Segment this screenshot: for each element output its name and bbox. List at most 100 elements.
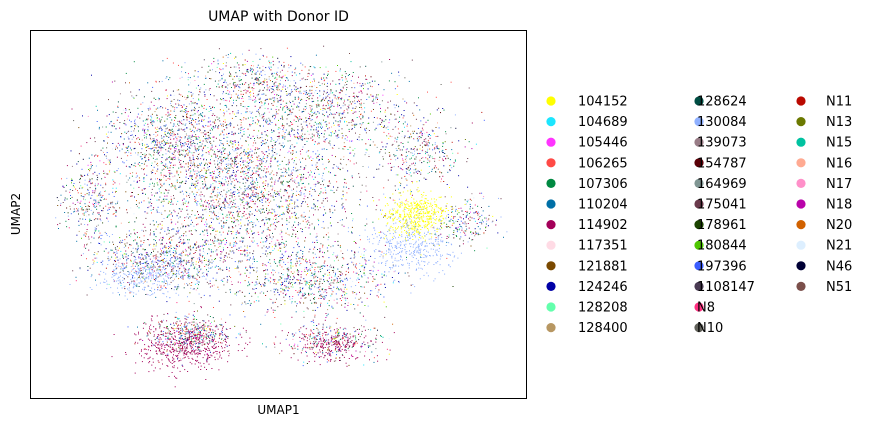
scatter-point [291, 196, 293, 198]
scatter-point [340, 163, 342, 165]
scatter-point [281, 218, 283, 220]
scatter-point [161, 142, 163, 144]
scatter-point [143, 134, 145, 136]
scatter-point [199, 255, 201, 257]
scatter-point [261, 161, 263, 163]
scatter-point [189, 172, 191, 174]
scatter-point [288, 64, 290, 66]
scatter-point [134, 125, 136, 127]
scatter-point [179, 150, 181, 152]
scatter-point [244, 185, 246, 187]
scatter-point [327, 101, 328, 103]
scatter-point [176, 172, 178, 174]
scatter-point [229, 244, 231, 246]
scatter-point [196, 224, 198, 226]
scatter-point [275, 109, 277, 111]
scatter-point [184, 154, 186, 156]
scatter-point [329, 172, 331, 174]
scatter-point [192, 158, 194, 160]
scatter-point [170, 213, 172, 215]
scatter-point [229, 198, 231, 200]
scatter-point [258, 121, 259, 123]
scatter-point [171, 128, 173, 130]
scatter-point [354, 97, 356, 99]
scatter-point [282, 118, 284, 120]
scatter-point [193, 253, 195, 254]
scatter-point [246, 245, 248, 247]
scatter-point [316, 131, 318, 133]
scatter-point [314, 85, 316, 87]
scatter-point [293, 103, 295, 105]
scatter-point [421, 133, 423, 135]
scatter-point [435, 167, 437, 169]
scatter-point [163, 183, 165, 185]
scatter-point [260, 256, 262, 258]
scatter-point [187, 239, 189, 241]
scatter-point [281, 205, 283, 207]
scatter-point [311, 111, 313, 113]
scatter-point [97, 155, 99, 156]
scatter-point [225, 196, 227, 198]
scatter-point [223, 129, 225, 131]
scatter-point [263, 125, 264, 127]
scatter-point [274, 222, 276, 224]
scatter-point [336, 165, 337, 167]
scatter-point [419, 138, 421, 140]
scatter-point [418, 180, 420, 182]
scatter-point [154, 195, 155, 197]
scatter-point [439, 151, 440, 153]
scatter-point [217, 160, 218, 162]
scatter-point [181, 204, 183, 206]
scatter-point [168, 200, 170, 202]
scatter-point [449, 159, 451, 161]
scatter-point [398, 75, 400, 77]
scatter-point [210, 94, 211, 96]
scatter-point [261, 159, 263, 161]
scatter-point [111, 125, 113, 127]
scatter-point [235, 174, 237, 175]
scatter-point [296, 252, 298, 254]
scatter-point [397, 85, 399, 87]
scatter-point [258, 167, 260, 169]
scatter-point [337, 65, 338, 66]
scatter-point [186, 117, 188, 119]
scatter-point [276, 221, 278, 223]
scatter-point [230, 158, 232, 160]
scatter-point [166, 301, 168, 303]
scatter-point [301, 111, 303, 113]
scatter-point [210, 211, 212, 213]
scatter-point [338, 116, 340, 118]
scatter-point [173, 252, 174, 254]
scatter-point [230, 124, 232, 126]
scatter-point [360, 102, 362, 104]
scatter-point [243, 250, 245, 252]
scatter-point [156, 164, 157, 165]
scatter-point [128, 138, 130, 140]
scatter-point [295, 157, 297, 159]
scatter-point [220, 220, 222, 222]
scatter-point [238, 216, 240, 218]
scatter-point [297, 137, 299, 139]
scatter-point [264, 222, 266, 224]
scatter-point [323, 119, 324, 121]
scatter-point [232, 227, 234, 229]
scatter-point [187, 154, 189, 156]
scatter-point [196, 175, 198, 177]
scatter-point [352, 120, 354, 122]
scatter-point [181, 149, 183, 151]
scatter-point [330, 89, 332, 91]
scatter-point [172, 185, 174, 187]
scatter-point [417, 128, 419, 129]
scatter-point [259, 176, 261, 178]
scatter-point [284, 168, 286, 170]
scatter-point [260, 115, 261, 117]
scatter-point [401, 114, 403, 116]
scatter-point [150, 178, 152, 180]
scatter-point [89, 137, 91, 139]
scatter-point [255, 100, 257, 102]
scatter-point [321, 99, 323, 101]
scatter-point [241, 193, 243, 195]
scatter-point [241, 157, 243, 159]
scatter-point [420, 131, 422, 133]
scatter-point [365, 148, 367, 150]
